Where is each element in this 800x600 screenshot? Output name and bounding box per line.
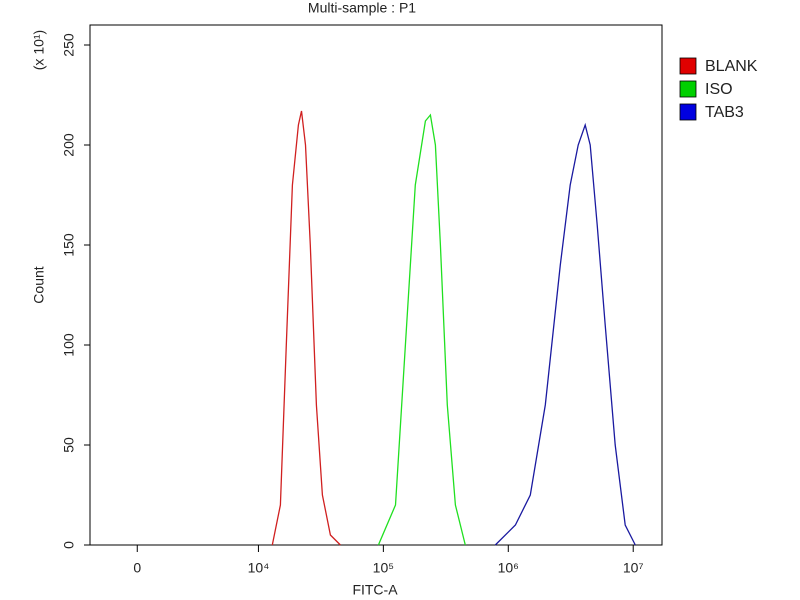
y-axis-scale-label: (x 10¹)	[31, 30, 47, 70]
chart-title: Multi-sample : P1	[308, 0, 416, 16]
x-tick-label: 10⁷	[623, 560, 644, 576]
histogram-line	[271, 110, 341, 546]
y-tick-label: 250	[61, 33, 77, 57]
x-axis-label: FITC-A	[352, 582, 398, 598]
y-tick-label: 0	[61, 541, 77, 549]
x-tick-label: 10⁵	[373, 560, 394, 576]
legend-label: ISO	[705, 81, 733, 98]
x-tick-label: 0	[133, 560, 141, 576]
legend-swatch	[679, 57, 697, 75]
legend-label: TAB3	[705, 104, 744, 121]
y-axis-label: Count	[31, 266, 47, 303]
y-tick-label: 50	[61, 437, 77, 453]
histogram-line	[494, 122, 636, 546]
y-tick-label: 100	[61, 333, 77, 357]
histogram-line	[377, 113, 466, 546]
x-tick-label: 10⁴	[248, 560, 270, 576]
plot-frame	[89, 24, 663, 546]
legend-swatch	[679, 103, 697, 121]
y-tick-label: 150	[61, 233, 77, 257]
legend-swatch	[679, 80, 697, 98]
y-tick-label: 200	[61, 133, 77, 157]
x-tick-label: 10⁶	[498, 560, 519, 576]
legend-label: BLANK	[705, 58, 758, 75]
